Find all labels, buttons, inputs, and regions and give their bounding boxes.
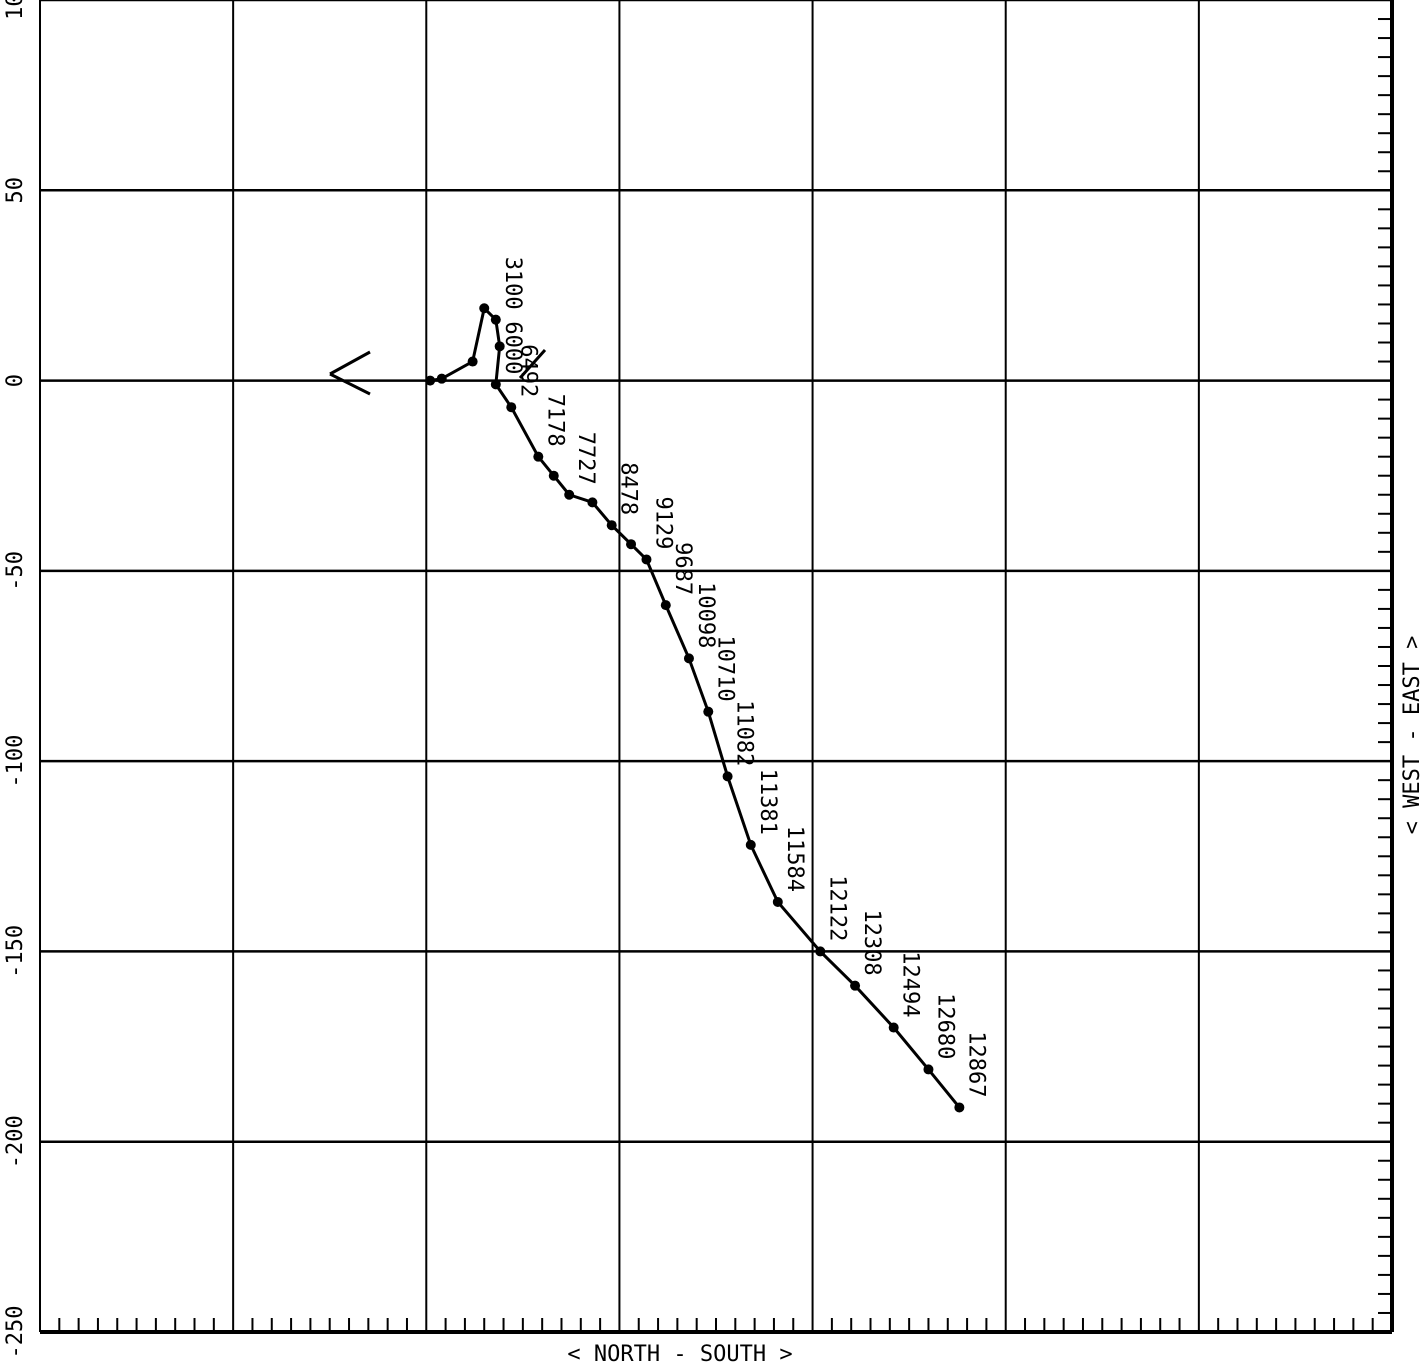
survey-point [815, 946, 826, 957]
depth-label: 10710 [712, 635, 737, 701]
survey-point [923, 1064, 934, 1075]
y-tick-label: 100 [3, 0, 28, 20]
survey-point [888, 1022, 899, 1033]
y-tick-label: -100 [3, 735, 28, 788]
depth-label: 3100 [500, 257, 525, 310]
survey-point [548, 470, 559, 481]
depth-label: 12308 [859, 909, 884, 975]
y-axis-title: < WEST - EAST > [1400, 636, 1425, 835]
depth-label: 11381 [755, 769, 780, 835]
depth-label: 12494 [898, 951, 923, 1017]
survey-point [494, 341, 505, 352]
depth-label: 6000 [500, 321, 525, 374]
survey-point [479, 303, 490, 314]
survey-point [745, 839, 756, 850]
survey-point [425, 375, 436, 386]
depth-label: 12680 [932, 993, 957, 1059]
y-tick-label: 50 [3, 177, 28, 204]
y-tick-label: -250 [3, 1306, 28, 1359]
depth-label: 12122 [824, 875, 849, 941]
survey-point [660, 600, 671, 611]
survey-point [703, 706, 714, 717]
y-tick-label: -200 [3, 1115, 28, 1168]
depth-label: 9687 [670, 542, 695, 595]
survey-point [683, 653, 694, 664]
north-arrow [329, 349, 547, 396]
depth-label: 6492 [515, 344, 540, 397]
survey-point [722, 771, 733, 782]
survey-point [467, 356, 478, 367]
survey-point [954, 1102, 965, 1113]
survey-point [772, 896, 783, 907]
depth-label: 9129 [650, 496, 675, 549]
survey-point [564, 489, 575, 500]
survey-point [850, 980, 861, 991]
depth-label: 7727 [573, 432, 598, 485]
depth-label: 11584 [782, 826, 807, 892]
y-tick-label: 0 [3, 374, 28, 387]
survey-point [641, 554, 652, 565]
survey-point [506, 402, 517, 413]
survey-point [436, 373, 447, 384]
x-axis-title: < NORTH - SOUTH > [567, 1342, 792, 1367]
survey-point [606, 520, 617, 531]
survey-point [533, 451, 544, 462]
survey-point [626, 539, 637, 550]
depth-label: 11082 [732, 700, 757, 766]
depth-label: 8478 [616, 462, 641, 515]
y-tick-label: -50 [3, 551, 28, 591]
depth-label: 10098 [693, 582, 718, 648]
survey-point [490, 314, 501, 325]
survey-point [490, 379, 501, 390]
depth-label: 7178 [542, 394, 567, 447]
y-tick-label: -150 [3, 925, 28, 978]
depth-label: 12867 [963, 1031, 988, 1097]
survey-point [587, 497, 598, 508]
